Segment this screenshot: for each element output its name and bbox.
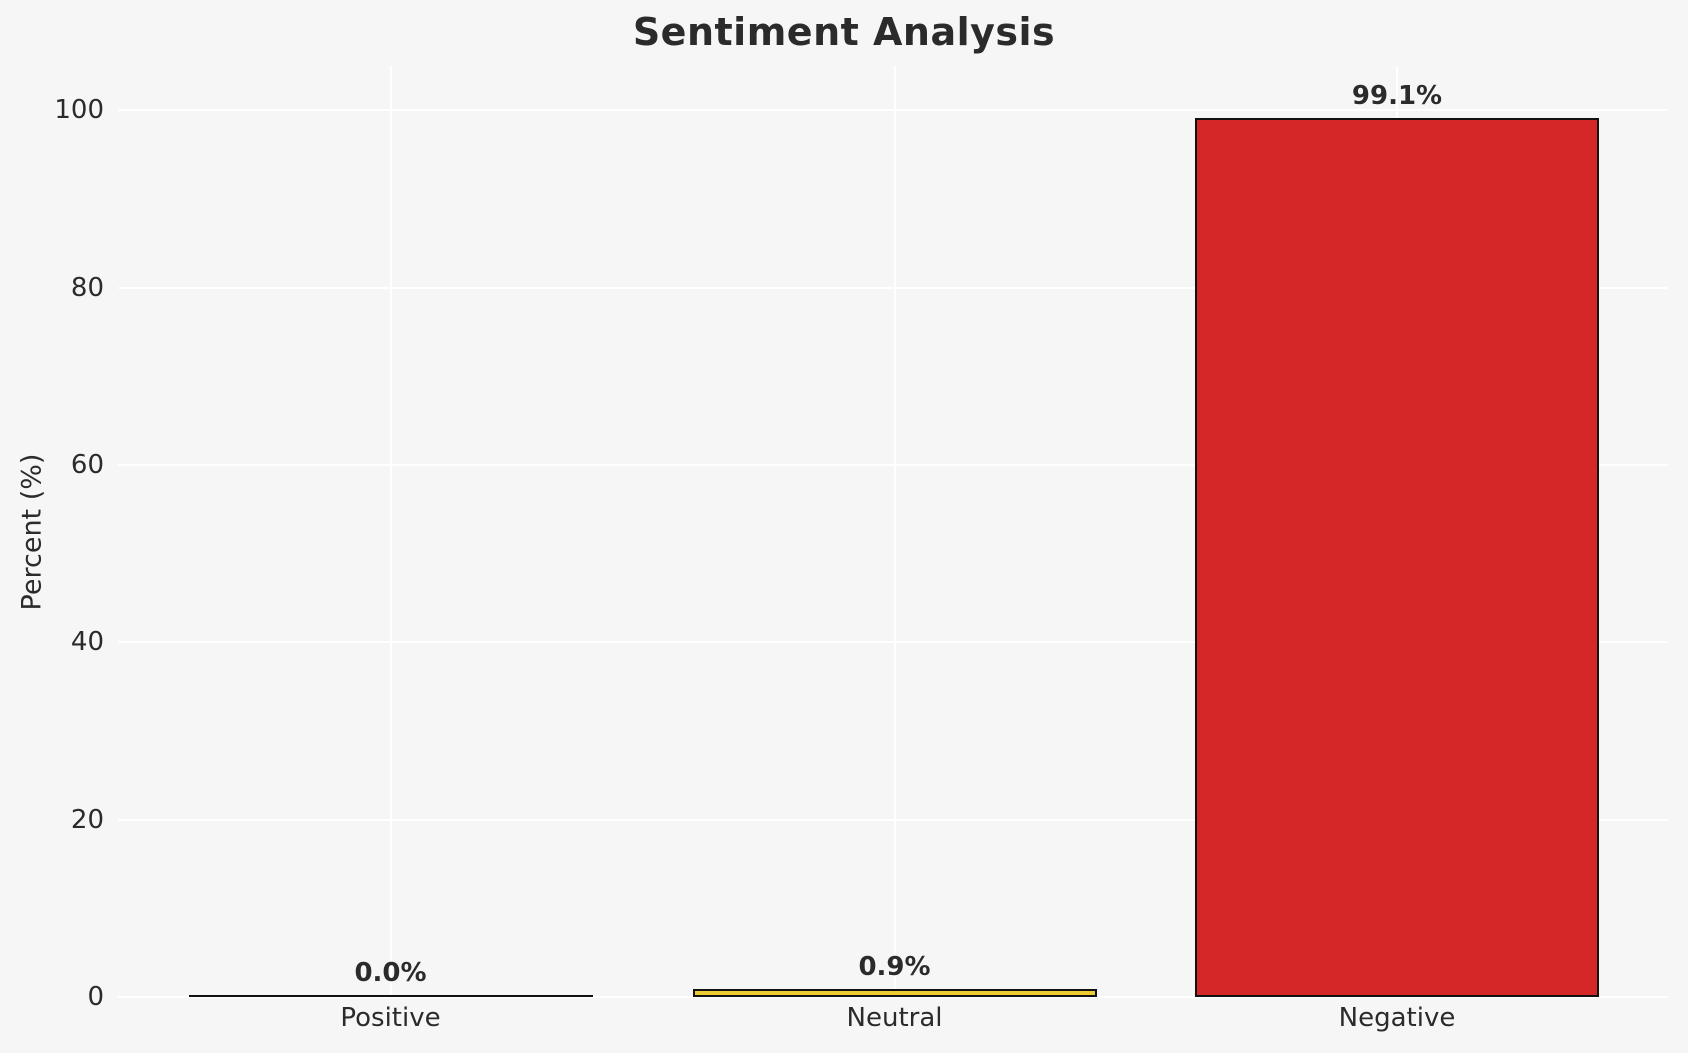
bar-negative bbox=[1195, 118, 1599, 997]
bar-neutral bbox=[692, 989, 1097, 997]
y-tick-label-0: 0 bbox=[87, 982, 104, 1012]
category-label-neutral: Neutral bbox=[846, 1003, 943, 1033]
x-axis: Positive Neutral Negative bbox=[118, 1003, 1668, 1037]
plot-area: 0.0% 0.9% 99.1% bbox=[118, 66, 1668, 998]
y-tick-label-20: 20 bbox=[70, 804, 104, 835]
bar-positive bbox=[188, 995, 593, 997]
v-gridline-neutral bbox=[893, 66, 896, 997]
y-tick-label-60: 60 bbox=[70, 450, 104, 480]
h-gridline-0 bbox=[118, 996, 1668, 998]
y-tick-label-80: 80 bbox=[70, 272, 104, 303]
h-gridline-40 bbox=[118, 641, 1668, 644]
h-gridline-60 bbox=[118, 464, 1668, 466]
y-tick-label-100: 100 bbox=[54, 95, 104, 126]
h-gridline-20 bbox=[118, 818, 1668, 821]
y-axis: 0 20 40 60 80 100 bbox=[0, 66, 104, 1012]
h-gridline-80 bbox=[118, 286, 1668, 289]
value-label-negative: 99.1% bbox=[1351, 81, 1443, 112]
value-label-neutral: 0.9% bbox=[858, 952, 931, 983]
value-label-positive: 0.0% bbox=[354, 958, 427, 988]
y-tick-label-40: 40 bbox=[70, 627, 104, 658]
chart-title: Sentiment Analysis bbox=[632, 10, 1056, 54]
category-label-positive: Positive bbox=[340, 1003, 441, 1033]
category-label-negative: Negative bbox=[1338, 1003, 1456, 1033]
h-gridline-100 bbox=[118, 109, 1668, 112]
v-gridline-positive bbox=[389, 66, 392, 997]
